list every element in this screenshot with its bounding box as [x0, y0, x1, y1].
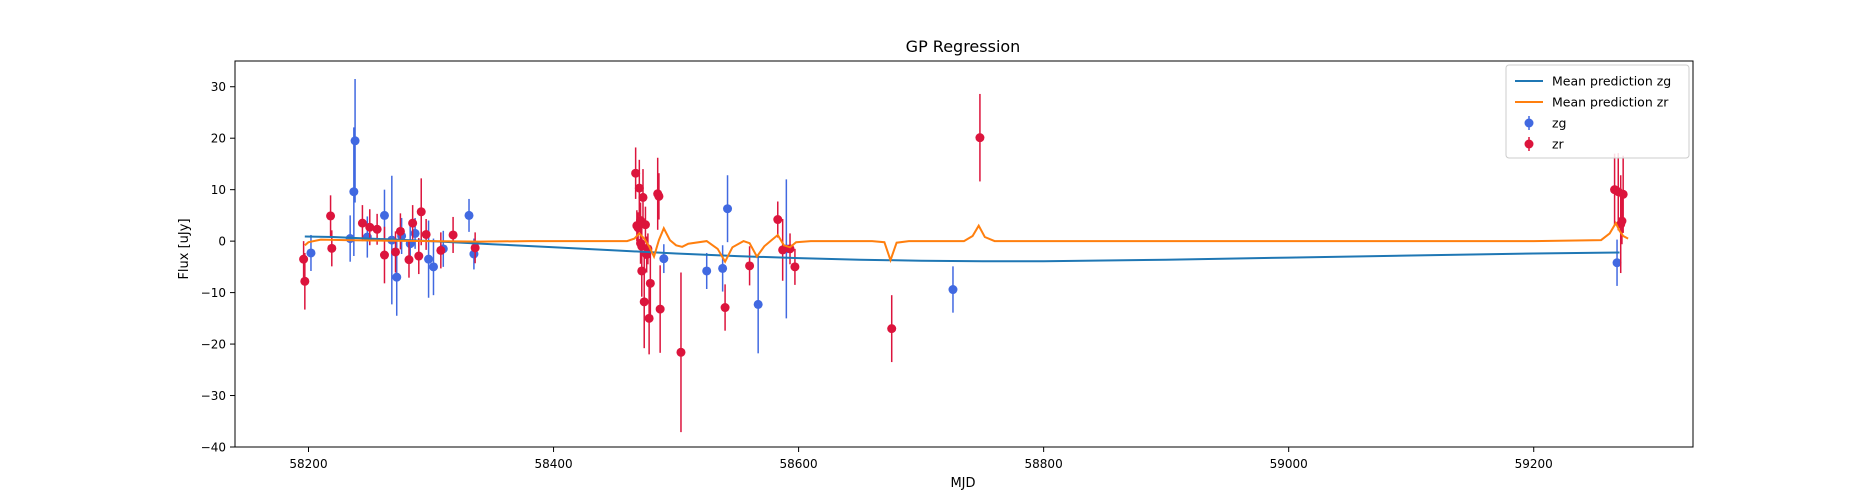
data-point	[644, 313, 654, 323]
data-point	[887, 324, 897, 334]
data-point	[408, 218, 418, 228]
data-point	[404, 255, 414, 265]
data-point	[306, 248, 316, 258]
plot-area	[299, 79, 1629, 433]
data-point	[379, 210, 389, 220]
y-tick-label: −20	[201, 338, 226, 352]
legend: Mean prediction zg Mean prediction zr zg zr	[1505, 64, 1690, 159]
data-point	[723, 204, 733, 214]
legend-box	[1505, 64, 1690, 159]
data-point	[948, 285, 958, 295]
data-point	[395, 226, 405, 236]
legend-entry: Mean prediction zg	[1515, 74, 1671, 89]
data-point	[645, 278, 655, 288]
data-point	[773, 215, 783, 225]
series-line-Mean prediction zr	[304, 220, 1629, 264]
data-point	[638, 192, 648, 202]
plot-marks	[299, 79, 1629, 433]
legend-marker-swatch	[1524, 118, 1534, 128]
data-point	[436, 245, 446, 255]
data-point	[365, 222, 375, 232]
y-tick-label: −40	[201, 441, 226, 455]
data-point	[634, 183, 644, 193]
plot-frame	[234, 60, 1694, 448]
legend-entry: zg	[1524, 116, 1567, 131]
data-point	[372, 224, 382, 234]
data-point	[421, 229, 431, 239]
data-point	[676, 347, 686, 357]
data-point	[357, 218, 367, 228]
data-point	[720, 303, 730, 313]
data-point	[718, 263, 728, 273]
data-point	[1618, 189, 1628, 199]
data-point	[1617, 216, 1627, 226]
data-point	[659, 254, 669, 264]
y-tick-label: 20	[211, 132, 226, 146]
y-tick-label: 0	[218, 235, 226, 249]
legend-entry: Mean prediction zr	[1515, 95, 1669, 110]
data-point	[702, 266, 712, 276]
y-axis-label: Flux [uJy]	[177, 218, 192, 279]
data-point	[639, 297, 649, 307]
data-point	[416, 207, 426, 217]
data-point	[392, 272, 402, 282]
data-point	[299, 254, 309, 264]
data-point	[655, 304, 665, 314]
data-point	[631, 168, 641, 178]
data-point	[349, 187, 359, 197]
legend-label: zg	[1552, 116, 1567, 131]
data-point	[414, 251, 424, 261]
y-tick-label: −30	[201, 389, 226, 403]
x-tick-label: 58400	[534, 457, 572, 471]
data-point	[428, 262, 438, 272]
data-point	[778, 245, 788, 255]
series-zg	[306, 79, 1622, 354]
data-point	[391, 247, 401, 257]
data-point	[379, 250, 389, 260]
data-point	[300, 276, 310, 286]
x-tick-label: 58800	[1025, 457, 1063, 471]
axes: 58200 58400 58600 58800 59000 59200 −40 −30 −20 −…	[201, 60, 1694, 471]
y-tick-label: −10	[201, 286, 226, 300]
legend-label: zr	[1552, 137, 1565, 152]
chart-title: GP Regression	[906, 37, 1021, 56]
data-point	[448, 230, 458, 240]
data-point	[975, 133, 985, 143]
data-point	[326, 211, 336, 221]
data-point	[470, 243, 480, 253]
legend-entry: zr	[1524, 137, 1565, 152]
legend-label: Mean prediction zr	[1552, 95, 1669, 110]
data-point	[424, 254, 434, 264]
data-point	[753, 299, 763, 309]
data-point	[350, 136, 360, 146]
x-axis-label: MJD	[950, 476, 975, 491]
series-zr	[299, 93, 1628, 433]
data-point	[654, 191, 664, 201]
legend-marker-swatch	[1524, 139, 1534, 149]
x-tick-label: 59000	[1270, 457, 1308, 471]
legend-label: Mean prediction zg	[1552, 74, 1671, 89]
data-point	[327, 243, 337, 253]
x-tick-label: 59200	[1515, 457, 1553, 471]
data-point	[790, 262, 800, 272]
x-tick-label: 58600	[780, 457, 818, 471]
y-tick-label: 30	[211, 80, 226, 94]
y-tick-label: 10	[211, 183, 226, 197]
x-tick-label: 58200	[289, 457, 327, 471]
data-point	[745, 261, 755, 271]
data-point	[640, 220, 650, 230]
data-point	[1612, 258, 1622, 268]
data-point	[464, 210, 474, 220]
